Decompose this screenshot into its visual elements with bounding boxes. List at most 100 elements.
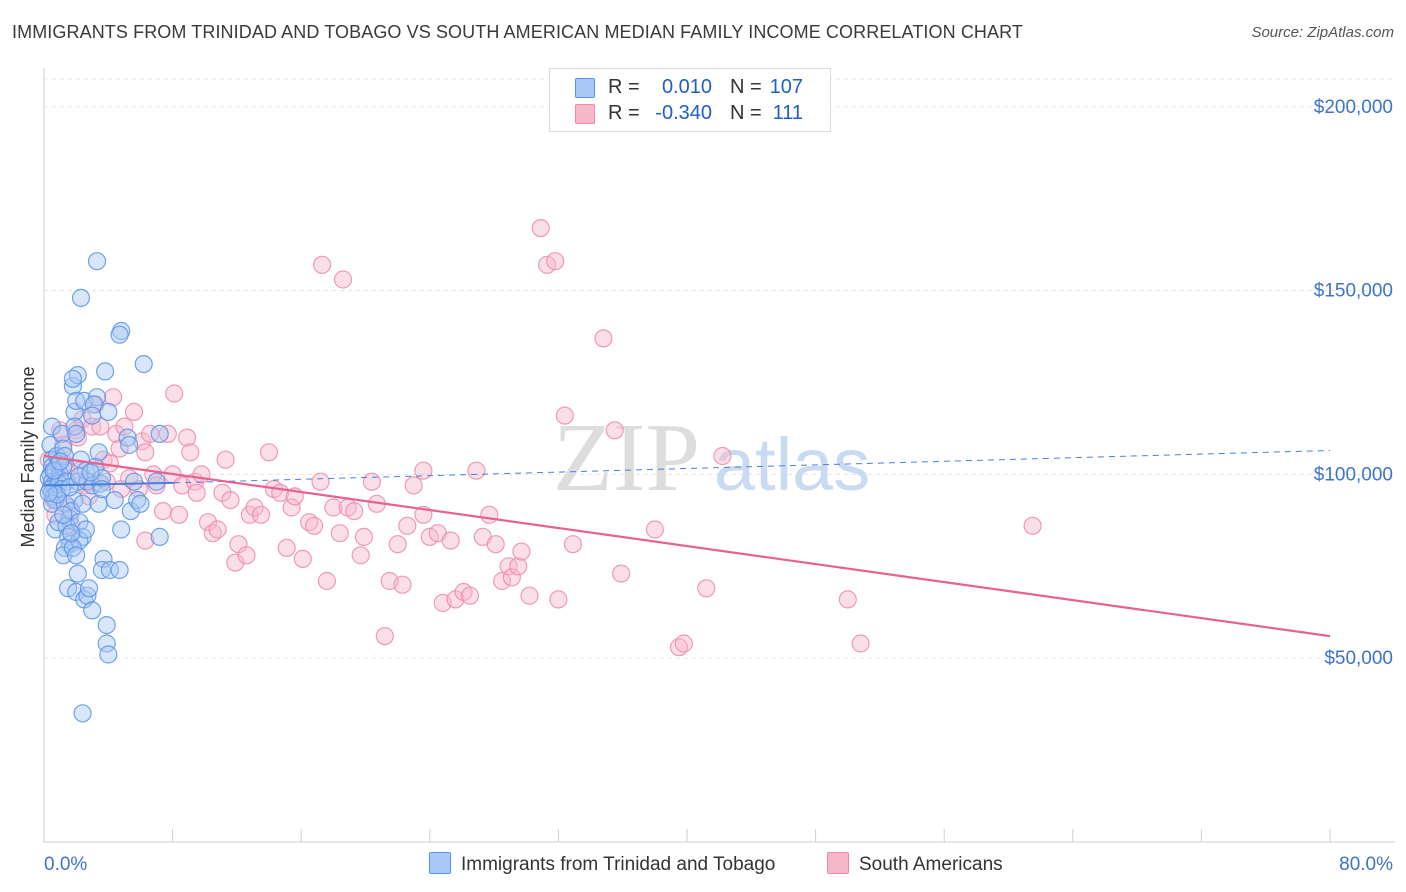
legend-r-value: 0.010	[661, 76, 712, 98]
data-point-south-americans	[245, 498, 264, 517]
data-point-trinidad	[44, 461, 63, 480]
data-point-trinidad	[54, 546, 73, 565]
data-point-south-americans	[467, 461, 486, 480]
watermark-zip: ZIP	[553, 404, 700, 512]
series-swatch-blue	[429, 852, 451, 874]
data-point-trinidad	[121, 502, 140, 521]
data-point-trinidad	[65, 417, 84, 436]
data-point-south-americans	[354, 527, 373, 547]
data-point-trinidad	[50, 452, 70, 471]
legend-swatch-blue	[575, 78, 595, 98]
data-point-south-americans	[697, 579, 716, 598]
y-tick-label: $50,000	[1324, 648, 1393, 669]
data-point-trinidad	[147, 472, 166, 491]
data-point-south-americans	[838, 590, 857, 609]
x-tick-label: 0.0%	[44, 854, 87, 875]
data-point-south-americans	[293, 549, 312, 569]
data-point-south-americans	[520, 586, 539, 605]
data-point-south-americans	[393, 575, 412, 594]
data-point-south-americans	[313, 255, 332, 274]
legend-r-label: R =	[608, 102, 640, 124]
data-point-south-americans	[398, 516, 417, 535]
data-point-south-americans	[181, 443, 200, 462]
series-label-trinidad: Immigrants from Trinidad and Tobago	[461, 854, 776, 875]
data-point-south-americans	[153, 502, 173, 521]
data-point-south-americans	[259, 443, 279, 462]
legend-r-label: R =	[608, 76, 640, 98]
data-point-south-americans	[512, 542, 531, 561]
data-point-trinidad	[150, 424, 169, 443]
data-point-trinidad	[97, 615, 116, 635]
data-point-trinidad	[89, 494, 108, 513]
data-point-trinidad	[39, 483, 58, 502]
data-point-south-americans	[216, 450, 235, 469]
data-point-trinidad	[150, 527, 169, 547]
data-point-south-americans	[713, 446, 732, 466]
data-point-trinidad	[89, 443, 108, 462]
data-point-trinidad	[63, 369, 83, 388]
trend-line-south-americans	[43, 454, 1331, 638]
gridlines	[44, 78, 1395, 659]
data-point-south-americans	[169, 505, 189, 524]
data-point-trinidad	[73, 494, 92, 513]
y-tick-label: $200,000	[1314, 97, 1393, 118]
data-point-trinidad	[42, 494, 62, 513]
data-point-south-americans	[330, 524, 349, 543]
data-point-south-americans	[480, 505, 499, 524]
legend-n-label: N =	[730, 102, 762, 124]
data-point-south-americans	[594, 329, 613, 348]
data-point-south-americans	[226, 553, 245, 572]
data-point-trinidad	[42, 417, 62, 436]
x-tick-labels: 0.0% 80.0%	[44, 854, 1393, 875]
data-point-south-americans	[124, 402, 144, 421]
data-point-south-americans	[362, 472, 381, 491]
data-point-south-americans	[414, 461, 433, 480]
data-point-south-americans	[136, 531, 155, 550]
data-point-trinidad	[99, 402, 118, 421]
data-point-trinidad	[131, 494, 150, 513]
data-point-trinidad	[62, 524, 81, 543]
data-point-trinidad	[67, 424, 86, 443]
data-point-south-americans	[345, 502, 364, 521]
data-point-south-americans	[103, 388, 123, 407]
data-point-south-americans	[282, 498, 301, 517]
data-point-trinidad	[99, 645, 118, 664]
legend-n-value: 107	[769, 76, 803, 98]
data-point-south-americans	[460, 586, 480, 605]
data-point-south-americans	[198, 513, 218, 532]
data-point-trinidad	[68, 564, 87, 583]
data-point-south-americans	[237, 546, 256, 565]
data-point-south-americans	[502, 568, 521, 587]
data-point-trinidad	[79, 579, 99, 598]
data-point-trinidad	[95, 362, 115, 381]
data-point-trinidad	[124, 472, 144, 491]
trend-line-trinidad-dashed	[174, 449, 1331, 484]
data-point-trinidad	[100, 560, 120, 580]
data-point-south-americans	[1023, 516, 1042, 535]
y-tick-label: $150,000	[1314, 281, 1393, 302]
data-point-south-americans	[221, 491, 240, 510]
watermark: ZIP atlas	[553, 404, 870, 512]
data-point-south-americans	[531, 219, 550, 238]
data-point-south-americans	[375, 626, 394, 646]
data-point-south-americans	[192, 465, 211, 484]
data-point-south-americans	[486, 535, 505, 554]
data-point-south-americans	[605, 421, 624, 440]
data-point-trinidad	[83, 601, 102, 620]
data-point-south-americans	[563, 535, 583, 554]
data-point-trinidad	[78, 586, 97, 605]
data-point-trinidad	[110, 560, 129, 580]
data-point-south-americans	[324, 498, 343, 517]
data-point-trinidad	[63, 377, 83, 396]
data-point-south-americans	[674, 634, 693, 653]
data-point-south-americans	[851, 634, 870, 653]
legend-swatch-pink	[575, 104, 595, 124]
data-point-south-americans	[333, 270, 353, 289]
data-point-trinidad	[73, 704, 92, 723]
south-americans-points	[39, 219, 1042, 657]
data-point-south-americans	[165, 384, 184, 403]
source-label: Source: ZipAtlas.com	[1251, 24, 1394, 41]
data-point-trinidad	[81, 463, 100, 482]
data-point-south-americans	[388, 535, 407, 554]
